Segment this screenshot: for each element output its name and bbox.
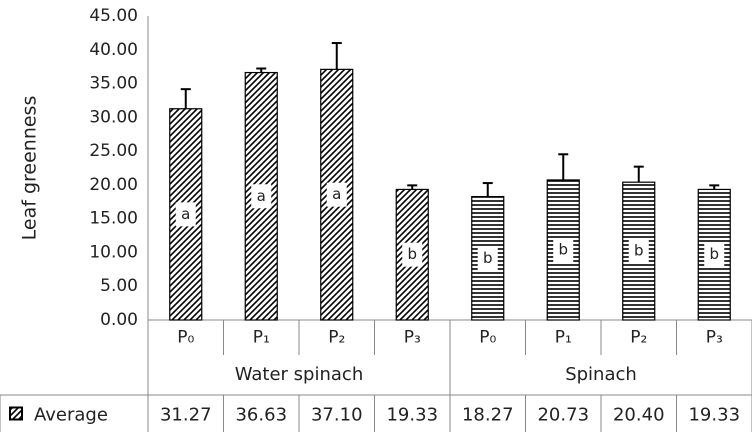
legend-label: Average: [34, 405, 108, 426]
letter-box: [553, 237, 574, 262]
x-tick-label: P₂: [328, 328, 345, 348]
y-tick-label: 45.00: [89, 6, 138, 26]
letter-box: [251, 184, 272, 209]
y-axis-title: Leaf greenness: [19, 96, 41, 241]
x-tick-label: P₁: [253, 328, 270, 348]
table-value: 20.73: [537, 405, 589, 426]
table-value: 37.10: [311, 405, 363, 426]
letter-label: b: [407, 245, 417, 263]
y-tick-label: 15.00: [89, 209, 138, 229]
letter-label: a: [332, 185, 341, 203]
letter-label: a: [181, 205, 190, 223]
letter-label: b: [558, 240, 568, 258]
group-label: Spinach: [565, 364, 637, 385]
y-tick-label: 10.00: [89, 242, 138, 262]
letter-label: b: [709, 245, 719, 263]
table-value: 19.33: [386, 405, 438, 426]
y-tick-label: 35.00: [89, 74, 138, 94]
table-value: 20.40: [613, 405, 665, 426]
table-value: 36.63: [235, 405, 287, 426]
y-tick-label: 30.00: [89, 107, 138, 127]
letter-box: [704, 242, 725, 267]
y-tick-label: 40.00: [89, 40, 138, 60]
x-tick-label: P₃: [404, 328, 421, 348]
table-value: 31.27: [160, 405, 212, 426]
table-value: 18.27: [462, 405, 514, 426]
letter-label: b: [483, 249, 493, 267]
x-tick-label: P₂: [630, 328, 647, 348]
x-tick-label: P₁: [555, 328, 572, 348]
letter-box: [477, 246, 498, 271]
table-value: 19.33: [688, 405, 740, 426]
y-tick-label: 0.00: [100, 310, 138, 330]
y-tick-label: 20.00: [89, 175, 138, 195]
y-tick-label: 5.00: [100, 276, 138, 296]
letter-box: [402, 242, 423, 267]
letter-box: [326, 182, 347, 207]
x-tick-label: P₃: [706, 328, 723, 348]
x-tick-label: P₀: [177, 328, 194, 348]
letter-box: [628, 239, 649, 264]
y-tick-label: 25.00: [89, 141, 138, 161]
legend-key: [9, 406, 23, 421]
letter-label: a: [257, 187, 266, 205]
letter-box: [175, 202, 196, 227]
group-label: Water spinach: [235, 364, 363, 385]
x-tick-label: P₀: [479, 328, 496, 348]
letter-label: b: [634, 242, 644, 260]
